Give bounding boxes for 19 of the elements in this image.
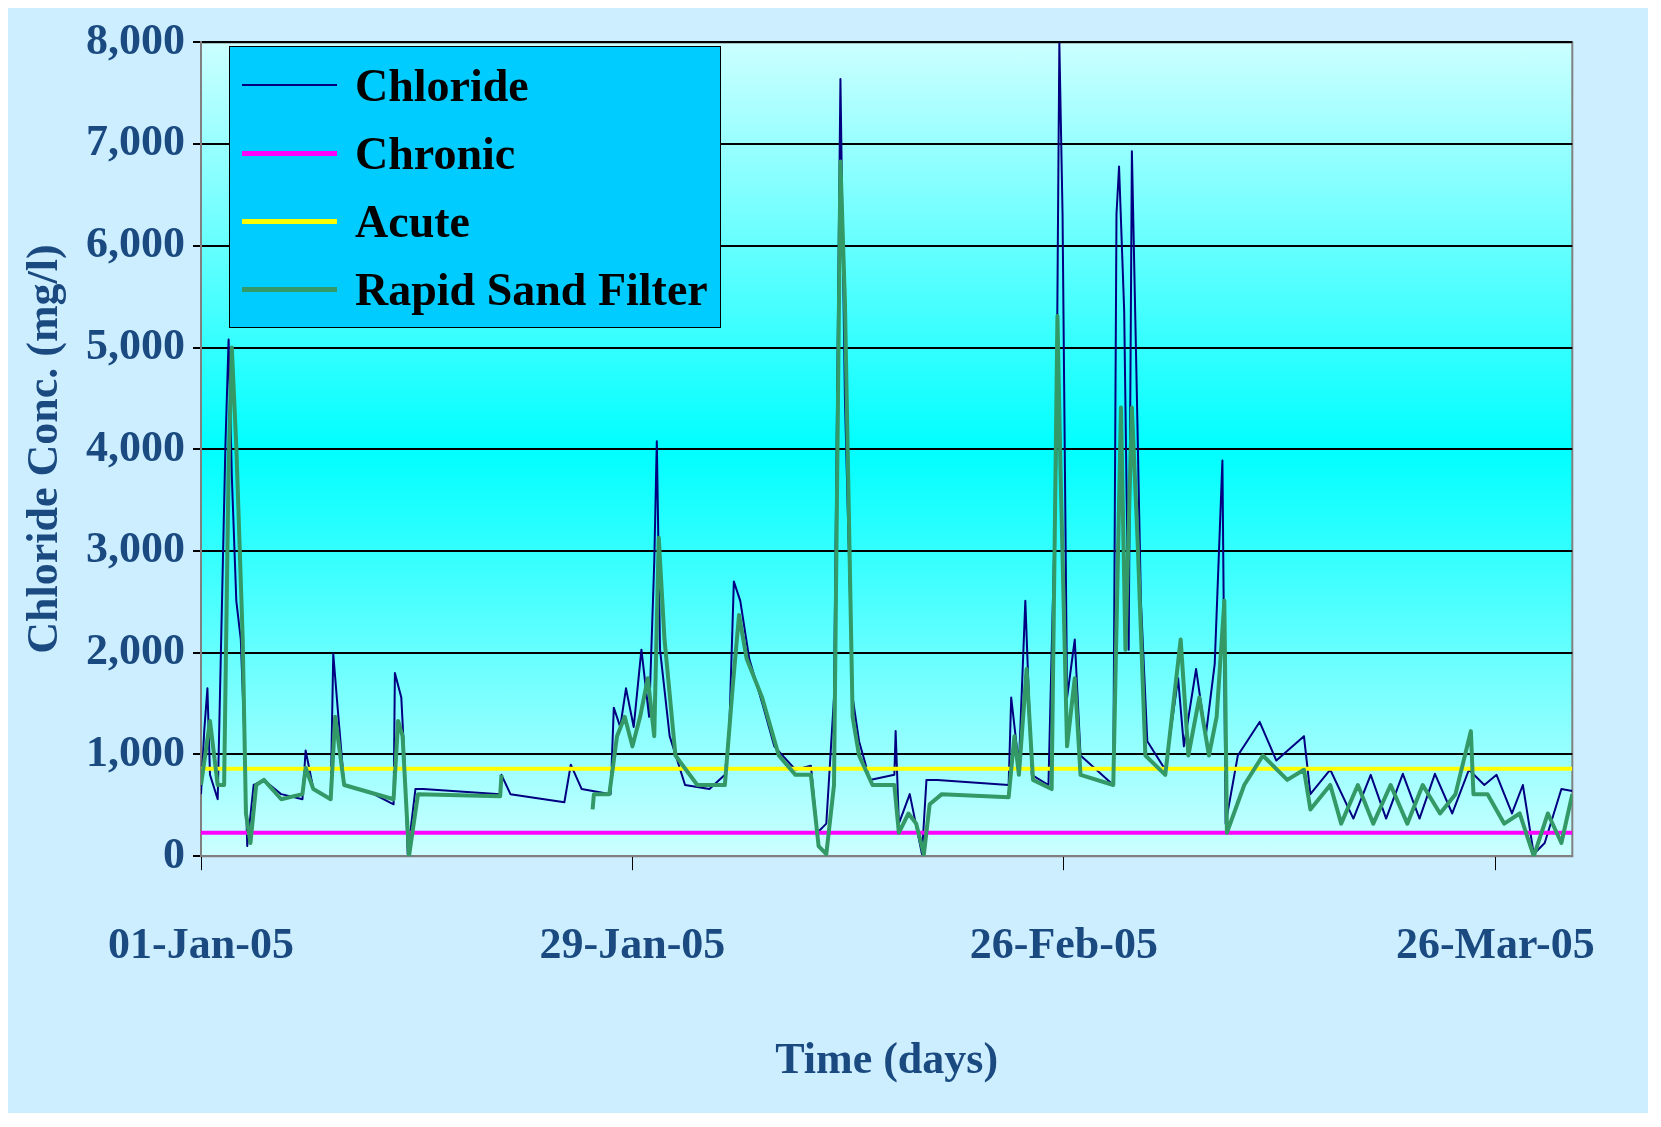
y-tick-label: 6,000 xyxy=(86,218,185,268)
y-tick-label: 5,000 xyxy=(86,319,185,369)
y-tick-label: 3,000 xyxy=(86,523,185,573)
x-tick-label: 26-Feb-05 xyxy=(969,918,1158,968)
x-tick-label: 01-Jan-05 xyxy=(108,918,294,968)
y-tick-label: 4,000 xyxy=(86,421,185,471)
y-tick-label: 7,000 xyxy=(86,116,185,166)
legend-label: Chronic xyxy=(355,126,516,180)
x-axis-title: Time (days) xyxy=(774,1033,1000,1084)
x-tick-label: 29-Jan-05 xyxy=(539,918,726,968)
y-tick-label: 1,000 xyxy=(86,726,185,776)
y-axis-title: Chloride Conc. (mg/l) xyxy=(16,244,68,654)
legend-label: Acute xyxy=(355,194,470,248)
x-tick-label: 26-Mar-05 xyxy=(1395,918,1595,968)
legend-label: Rapid Sand Filter xyxy=(355,262,708,316)
legend-label: Chloride xyxy=(355,58,529,112)
y-tick-label: 8,000 xyxy=(86,14,185,64)
y-tick-label: 2,000 xyxy=(86,625,185,675)
y-tick-label: 0 xyxy=(163,828,185,878)
